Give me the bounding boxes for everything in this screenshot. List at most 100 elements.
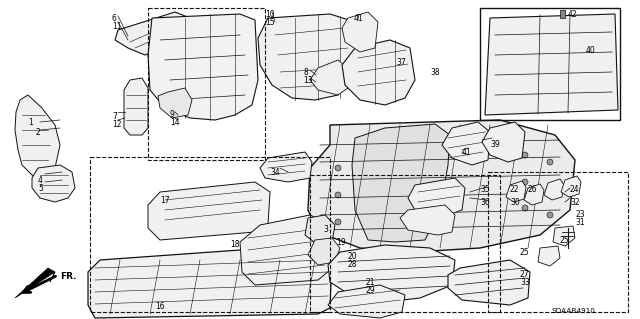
Polygon shape [308,238,340,265]
Polygon shape [560,10,565,18]
Circle shape [370,58,394,82]
Polygon shape [15,268,55,298]
Polygon shape [524,184,544,205]
Text: 24: 24 [570,185,580,194]
Circle shape [335,219,341,225]
Text: 5: 5 [38,184,43,193]
Text: 39: 39 [490,140,500,149]
Polygon shape [15,95,60,178]
Text: 4: 4 [38,176,43,185]
Text: 3: 3 [323,225,328,234]
Text: 42: 42 [568,10,578,19]
Text: 41: 41 [462,148,472,157]
Text: 9: 9 [170,110,175,119]
Circle shape [362,155,368,161]
Polygon shape [310,60,348,95]
Polygon shape [158,88,192,118]
Text: 15: 15 [265,18,275,27]
Polygon shape [342,40,415,105]
Circle shape [522,179,528,185]
Text: 26: 26 [527,185,536,194]
Polygon shape [88,245,332,318]
Polygon shape [448,260,530,305]
Text: 31: 31 [575,218,584,227]
Text: 10: 10 [265,10,275,19]
Circle shape [570,42,610,82]
Polygon shape [506,181,526,202]
Text: 12: 12 [112,120,122,129]
Text: 35: 35 [480,185,490,194]
Circle shape [392,149,398,155]
Polygon shape [328,285,405,318]
Circle shape [522,205,528,211]
Text: 21: 21 [365,278,374,287]
Text: 27: 27 [520,270,530,279]
Circle shape [392,179,398,185]
Circle shape [362,185,368,191]
Text: 28: 28 [348,260,358,269]
Circle shape [335,192,341,198]
Polygon shape [240,215,332,285]
Circle shape [547,185,553,191]
Text: 7: 7 [112,112,117,121]
Polygon shape [148,14,258,120]
Text: 37: 37 [396,58,406,67]
Circle shape [212,72,228,88]
Text: 29: 29 [365,286,374,295]
Text: 14: 14 [170,118,180,127]
Text: 40: 40 [586,46,596,55]
Text: 19: 19 [336,238,346,247]
Polygon shape [32,165,75,202]
Polygon shape [328,245,455,302]
Circle shape [301,51,315,65]
Text: 23: 23 [575,210,584,219]
Circle shape [294,44,322,72]
Text: 38: 38 [430,68,440,77]
Text: 16: 16 [155,302,164,311]
Text: 6: 6 [112,14,117,23]
Circle shape [362,215,368,221]
Text: 32: 32 [570,198,580,207]
Text: 33: 33 [520,278,530,287]
Circle shape [547,159,553,165]
Text: 1: 1 [28,118,33,127]
Polygon shape [115,12,200,55]
Text: 30: 30 [510,198,520,207]
Polygon shape [485,14,618,115]
Text: SDAAB4910: SDAAB4910 [552,308,596,314]
Text: 17: 17 [160,196,170,205]
Text: FR.: FR. [60,272,77,281]
Polygon shape [482,122,525,162]
Text: 18: 18 [230,240,239,249]
Text: 8: 8 [303,68,308,77]
Polygon shape [308,120,575,252]
Circle shape [496,40,540,84]
Polygon shape [442,122,490,165]
Polygon shape [148,182,270,240]
Polygon shape [305,215,335,245]
Polygon shape [352,124,450,242]
Text: 2: 2 [35,128,40,137]
Polygon shape [561,176,581,197]
Polygon shape [544,179,564,200]
Circle shape [547,212,553,218]
Polygon shape [400,205,455,235]
Text: 22: 22 [510,185,520,194]
Circle shape [183,48,207,72]
Text: 25: 25 [520,248,530,257]
Text: 36: 36 [480,198,490,207]
Text: 25: 25 [560,236,570,245]
Polygon shape [258,14,360,100]
Polygon shape [408,178,465,215]
Circle shape [392,209,398,215]
Polygon shape [538,246,560,266]
Text: 20: 20 [348,252,358,261]
Text: 34: 34 [270,168,280,177]
Polygon shape [342,12,378,52]
Polygon shape [553,226,575,246]
Text: 11: 11 [112,22,122,31]
Text: 13: 13 [303,76,312,85]
Polygon shape [124,78,148,135]
Circle shape [522,152,528,158]
Circle shape [335,165,341,171]
